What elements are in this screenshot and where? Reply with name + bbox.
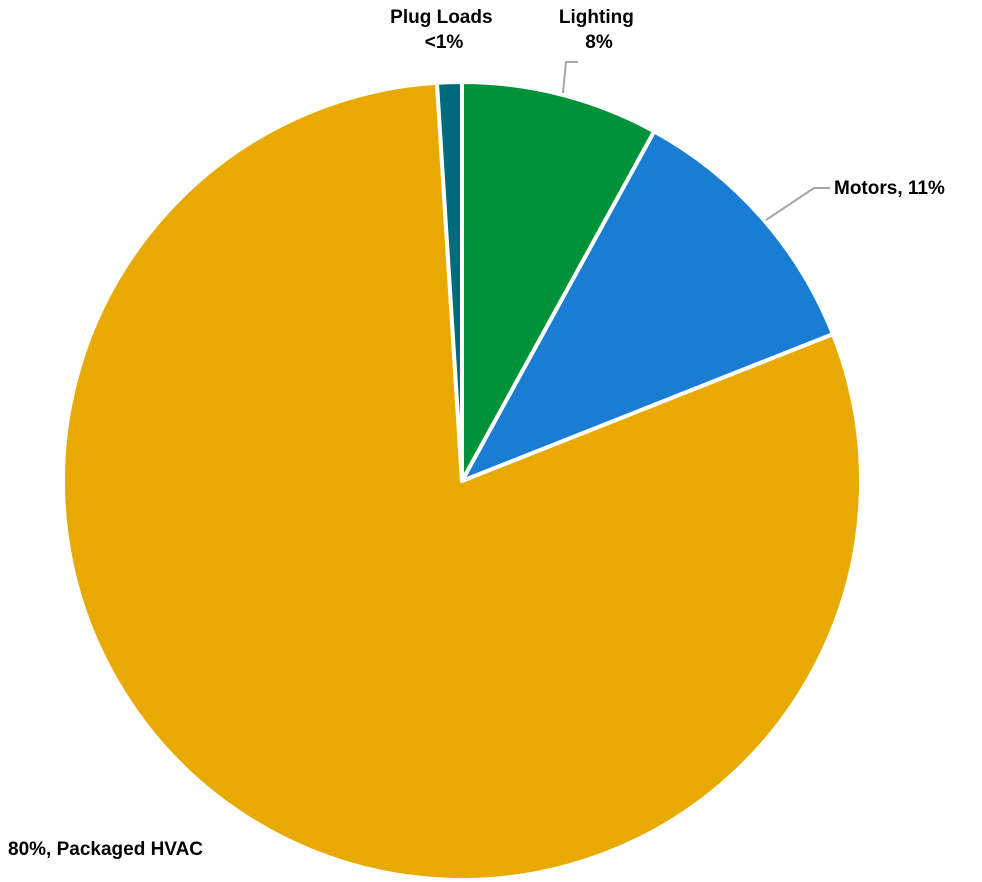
slice-labels: Plug Loads <1% Lighting 8% Motors, 11% 8… (8, 7, 945, 860)
slice-label-motors: Motors, 11% (834, 178, 945, 199)
slice-label-plug-loads-line-2: <1% (425, 32, 464, 53)
slice-label-motors-line-1: Motors, 11% (834, 178, 945, 199)
slice-label-lighting: Lighting 8% (559, 7, 639, 53)
slice-label-plug-loads-line-1: Plug Loads (390, 7, 492, 28)
slice-label-plug-loads: Plug Loads <1% (390, 7, 498, 53)
leader-line-motors (765, 187, 830, 221)
slice-label-lighting-line-2: 8% (585, 32, 613, 53)
pie-slice-plug-loads (434, 80, 464, 483)
pie-slice-motors (460, 129, 835, 483)
leader-lines (562, 61, 830, 221)
slice-label-packaged-hvac: 80%, Packaged HVAC (8, 839, 203, 860)
pie-slice-lighting (460, 80, 657, 483)
slice-label-lighting-line-1: Lighting (559, 7, 634, 28)
slice-label-packaged-hvac-line-1: 80%, Packaged HVAC (8, 839, 203, 860)
pie-slices (61, 80, 863, 882)
leader-line-lighting (562, 61, 578, 94)
